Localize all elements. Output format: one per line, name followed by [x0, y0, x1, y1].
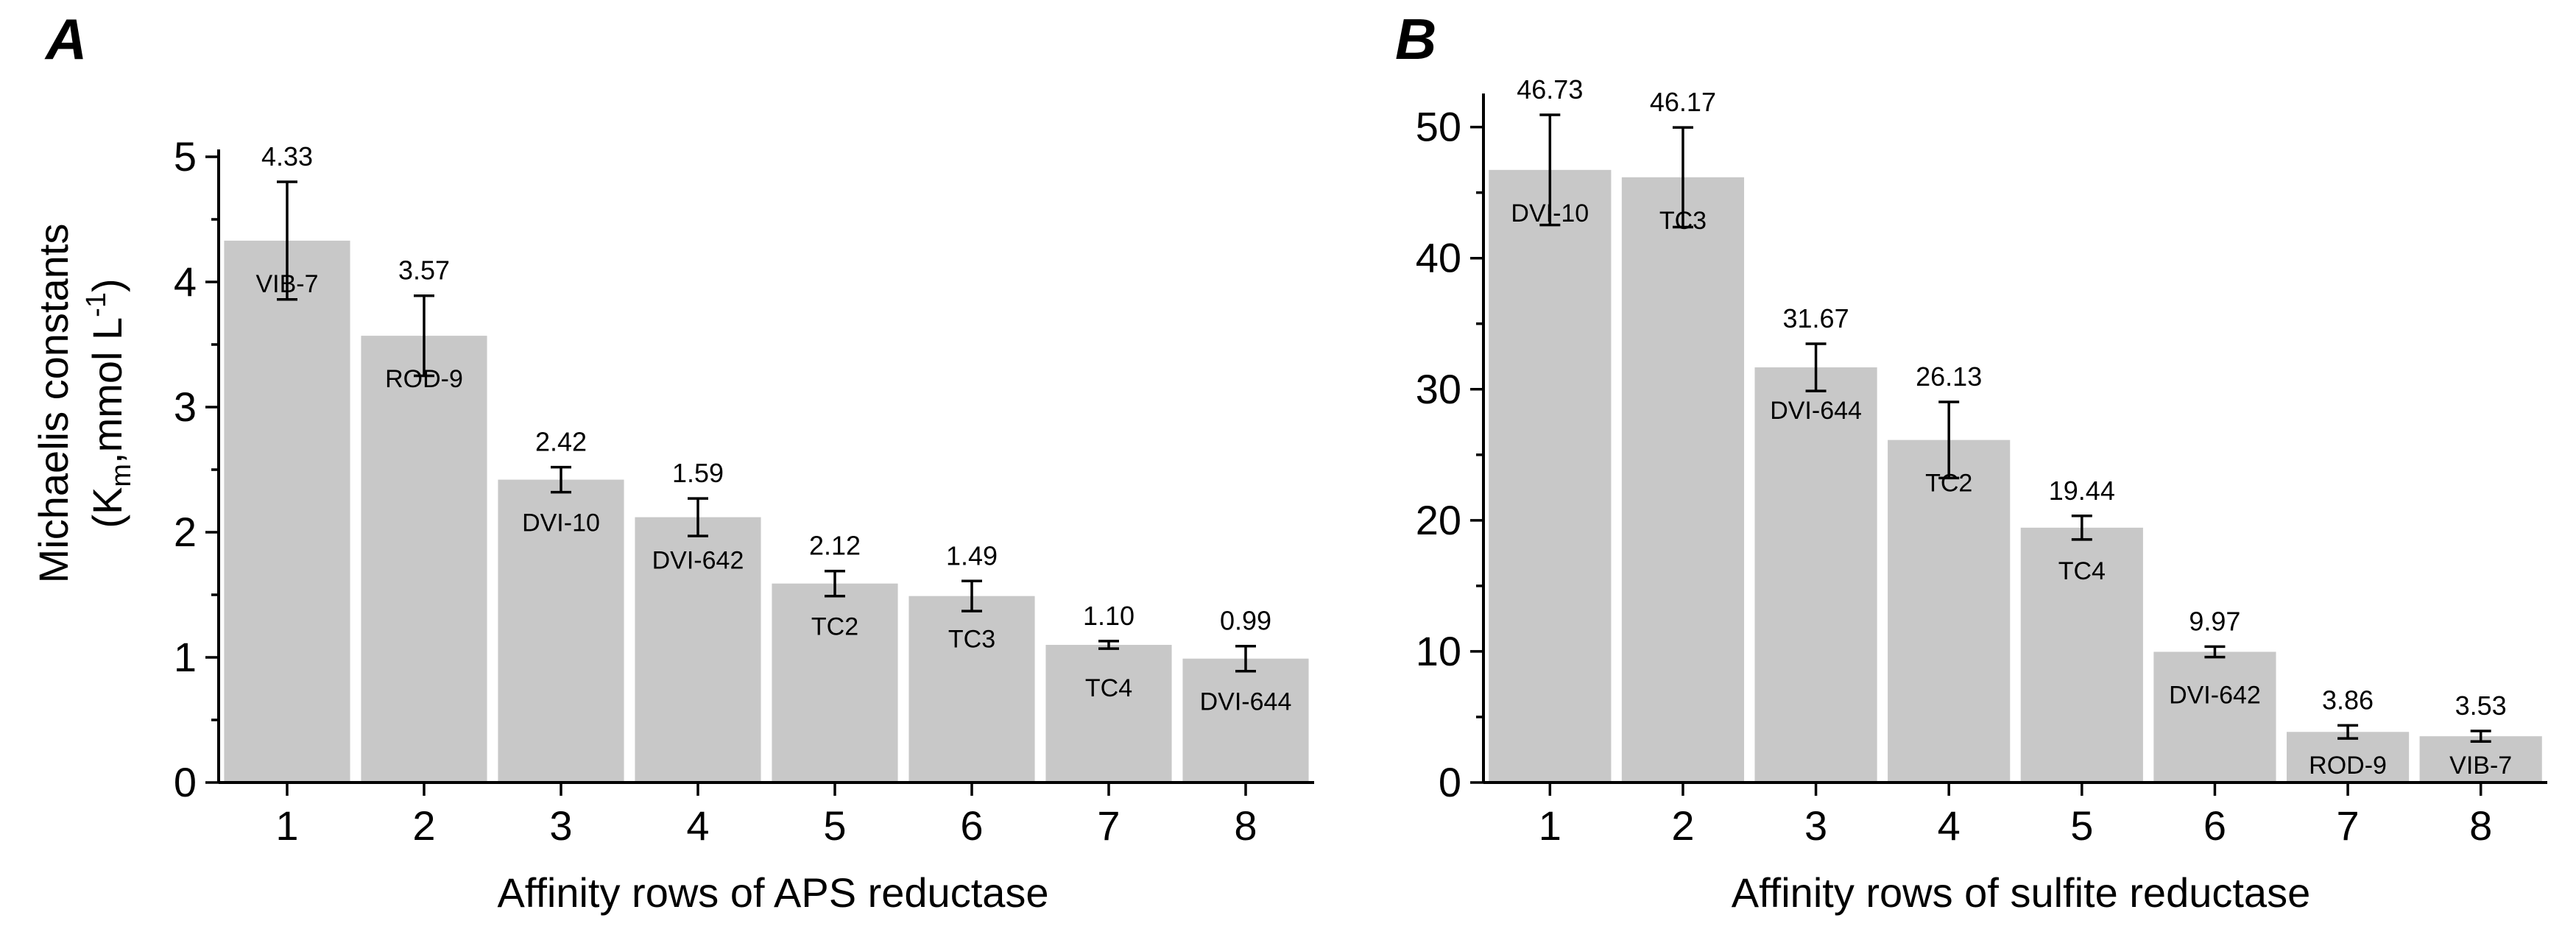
- bar-label-4: TC2: [1925, 470, 1972, 498]
- value-label-4: 1.59: [672, 458, 724, 488]
- panel-b-x-title: Affinity rows of sulfite reductase: [1732, 869, 2310, 916]
- y-tick-label-30: 30: [1416, 366, 1461, 412]
- x-tick-label-8: 8: [2469, 802, 2492, 849]
- ylabel-sub: m: [106, 464, 137, 487]
- y-tick-label-5: 5: [174, 133, 197, 180]
- bar-label-7: TC4: [1085, 674, 1132, 702]
- value-label-3: 2.42: [535, 427, 587, 457]
- bar-8: [2419, 736, 2542, 783]
- bar-label-3: DVI-644: [1770, 397, 1862, 425]
- x-tick-label-7: 7: [2336, 802, 2359, 849]
- bar-7: [2286, 732, 2410, 783]
- bar-4: [635, 517, 761, 783]
- bar-1: [1489, 169, 1612, 783]
- bar-6: [2153, 651, 2276, 783]
- value-label-7: 3.86: [2322, 685, 2374, 715]
- bar-label-8: VIB-7: [2449, 752, 2512, 780]
- value-label-6: 9.97: [2189, 606, 2240, 636]
- x-tick-label-2: 2: [1671, 802, 1694, 849]
- bar-5: [2020, 527, 2143, 783]
- value-label-1: 4.33: [261, 141, 313, 172]
- bar-label-6: TC3: [948, 626, 995, 654]
- bar-label-8: DVI-644: [1200, 688, 1292, 716]
- x-tick-label-7: 7: [1097, 802, 1120, 849]
- bar-label-6: DVI-642: [2169, 681, 2261, 709]
- value-label-8: 0.99: [1220, 606, 1271, 636]
- panel-b-chart: B Affinity rows of sulfite reductase 46.…: [1395, 7, 2547, 916]
- y-tick-label-10: 10: [1416, 628, 1461, 674]
- bar-4: [1888, 439, 2011, 783]
- value-label-5: 2.12: [809, 531, 861, 561]
- y-tick-label-0: 0: [1439, 759, 1461, 805]
- value-label-8: 3.53: [2455, 690, 2507, 721]
- ylabel-suffix: ): [84, 278, 130, 292]
- y-tick-label-2: 2: [174, 509, 197, 555]
- ylabel-middle: ,mmol L: [84, 317, 130, 464]
- bar-label-5: TC4: [2058, 557, 2106, 585]
- value-label-6: 1.49: [946, 540, 998, 571]
- y-tick-label-20: 20: [1416, 497, 1461, 543]
- value-label-5: 19.44: [2049, 476, 2115, 506]
- x-tick-label-2: 2: [412, 802, 435, 849]
- panel-a-y-title: Michaelis constants: [30, 224, 77, 584]
- bar-label-2: ROD-9: [385, 365, 463, 393]
- bar-6: [908, 596, 1035, 783]
- bar-label-5: TC2: [811, 613, 858, 641]
- bar-label-2: TC3: [1659, 207, 1707, 235]
- bar-label-7: ROD-9: [2309, 752, 2387, 780]
- panel-a-x-title: Affinity rows of APS reductase: [497, 869, 1048, 916]
- ylabel-prefix: (K: [84, 487, 130, 529]
- x-tick-label-1: 1: [275, 802, 298, 849]
- x-tick-label-8: 8: [1234, 802, 1257, 849]
- bar-label-4: DVI-642: [652, 547, 744, 575]
- x-tick-label-3: 3: [549, 802, 572, 849]
- x-tick-label-4: 4: [1938, 802, 1961, 849]
- bar-label-1: DVI-10: [1511, 199, 1589, 227]
- bar-8: [1182, 658, 1309, 783]
- bar-5: [772, 583, 898, 783]
- bar-7: [1045, 645, 1172, 783]
- x-tick-label-5: 5: [2070, 802, 2093, 849]
- value-label-2: 3.57: [398, 255, 450, 286]
- x-tick-label-5: 5: [823, 802, 846, 849]
- value-label-3: 31.67: [1783, 303, 1849, 333]
- x-tick-label-1: 1: [1539, 802, 1562, 849]
- ylabel-sup: -1: [81, 292, 112, 317]
- bar-2: [361, 336, 487, 783]
- bar-label-1: VIB-7: [255, 270, 318, 298]
- bar-3: [498, 479, 624, 783]
- y-tick-label-40: 40: [1416, 235, 1461, 281]
- value-label-1: 46.73: [1517, 74, 1583, 105]
- y-tick-label-4: 4: [174, 258, 197, 305]
- bar-2: [1621, 177, 1745, 783]
- x-tick-label-6: 6: [2203, 802, 2226, 849]
- x-tick-label-3: 3: [1804, 802, 1827, 849]
- bar-1: [224, 240, 350, 783]
- y-tick-label-3: 3: [174, 384, 197, 430]
- value-label-4: 26.13: [1916, 361, 1982, 392]
- y-tick-label-1: 1: [174, 634, 197, 680]
- panel-a-letter: A: [44, 7, 87, 71]
- y-tick-label-50: 50: [1416, 104, 1461, 150]
- y-tick-label-0: 0: [174, 759, 197, 805]
- value-label-2: 46.17: [1650, 87, 1716, 117]
- panel-b-letter: B: [1395, 7, 1436, 71]
- value-label-7: 1.10: [1083, 601, 1135, 631]
- bar-label-3: DVI-10: [522, 509, 600, 537]
- panel-a-y-title-units: (Km,mmol L-1): [81, 278, 137, 528]
- bar-3: [1754, 367, 1877, 783]
- x-tick-label-4: 4: [686, 802, 709, 849]
- x-tick-label-6: 6: [960, 802, 983, 849]
- panel-a-chart: A Michaelis constants (Km,mmol L-1) Affi…: [30, 7, 1314, 916]
